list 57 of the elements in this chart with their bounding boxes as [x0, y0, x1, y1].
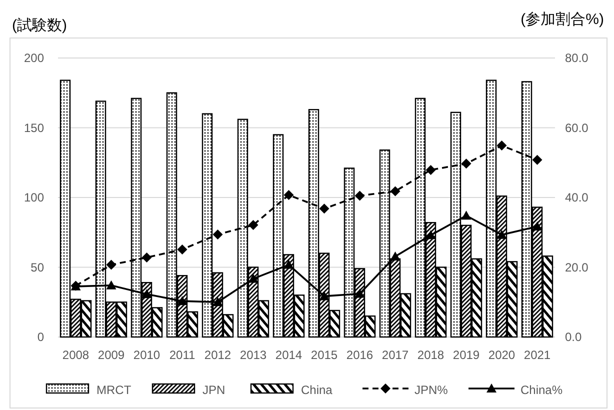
point: [354, 288, 365, 298]
x-tick-label: 2015: [310, 348, 338, 362]
point: [532, 221, 542, 230]
x-tick-label: 2009: [98, 348, 125, 362]
y-tick-label: 200: [24, 51, 44, 65]
legend-label: China%: [520, 383, 563, 397]
legend-label: JPN%: [414, 383, 448, 397]
point: [354, 190, 365, 201]
point: [106, 260, 116, 270]
legend-label: MRCT: [96, 383, 132, 397]
x-tick-label: 2020: [488, 348, 516, 362]
point: [532, 154, 542, 165]
point: [212, 229, 223, 240]
y2-tick-label: 80.0: [565, 51, 589, 65]
y2-tick-label: 40.0: [565, 190, 589, 204]
x-tick-label: 2016: [346, 348, 374, 362]
point: [319, 204, 330, 214]
point: [142, 252, 152, 262]
x-tick-label: 2018: [417, 348, 444, 362]
x-tick-label: 2017: [382, 348, 409, 362]
x-tick-label: 2014: [275, 348, 302, 362]
x-tick-label: 2019: [452, 348, 480, 362]
y-tick-label: 50: [30, 260, 44, 274]
x-tick-label: 2011: [169, 348, 196, 362]
x-tick-label: 2008: [62, 348, 90, 362]
point: [496, 230, 507, 239]
point: [390, 251, 400, 260]
point: [390, 186, 400, 196]
y2-tick-label: 0.0: [565, 330, 582, 344]
point: [248, 274, 258, 283]
point: [177, 296, 188, 306]
point: [284, 190, 294, 200]
point: [496, 140, 507, 151]
point: [461, 210, 472, 220]
y-tick-label: 100: [24, 190, 44, 204]
point: [142, 289, 152, 298]
point: [212, 297, 223, 306]
point: [426, 164, 436, 175]
y2-tick-label: 20.0: [565, 260, 589, 274]
y-axis-title: (試験数): [12, 17, 67, 34]
x-tick-label: 2012: [204, 348, 232, 362]
x-tick-label: 2010: [133, 348, 160, 362]
point: [426, 230, 436, 240]
y2-axis-title: (参加割合%): [520, 11, 604, 28]
point: [284, 260, 294, 269]
x-tick-label: 2013: [240, 348, 267, 362]
legend-label: China: [301, 383, 333, 397]
point: [177, 244, 188, 254]
point: [319, 291, 330, 300]
y-tick-label: 0: [37, 330, 44, 344]
point: [461, 158, 472, 169]
point: [106, 280, 116, 290]
legend-label: JPN: [202, 383, 226, 397]
y-tick-label: 150: [24, 120, 44, 135]
y2-tick-label: 60.0: [565, 120, 589, 135]
point: [248, 220, 258, 230]
x-tick-label: 2021: [524, 348, 551, 362]
